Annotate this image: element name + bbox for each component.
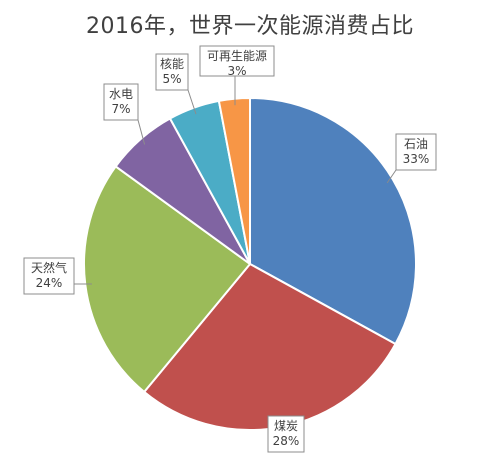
slice-value-oil: 33%	[403, 152, 430, 166]
slice-name-coal: 煤炭	[274, 419, 298, 433]
pie-slices	[82, 96, 418, 432]
callout-box-nuclear	[155, 53, 189, 91]
pie-slice-natural-gas	[82, 165, 252, 394]
slice-value-renewables: 3%	[227, 64, 246, 78]
slice-name-renewables: 可再生能源	[207, 49, 267, 63]
callout-box-renewables	[199, 45, 275, 77]
leader-line-nuclear	[187, 89, 197, 115]
leader-line-hydro	[137, 119, 146, 145]
callout-box-coal	[267, 415, 305, 453]
pie-slice-oil	[249, 96, 418, 346]
slice-name-nuclear: 核能	[160, 57, 184, 71]
slice-value-natural-gas: 24%	[36, 276, 63, 290]
callout-box-natural-gas	[23, 257, 75, 295]
leader-line-oil	[386, 169, 397, 184]
slice-name-hydro: 水电	[109, 87, 133, 101]
slice-name-natural-gas: 天然气	[31, 260, 67, 275]
slice-value-coal: 28%	[273, 434, 300, 448]
slice-name-oil: 石油	[404, 137, 428, 151]
pie-slice-renewables	[217, 96, 251, 265]
chart-title: 2016年，世界一次能源消费占比	[86, 14, 414, 39]
callout-box-oil	[395, 133, 437, 171]
callout-box-hydro	[103, 83, 139, 121]
slice-value-hydro: 7%	[111, 102, 130, 116]
slice-value-nuclear: 5%	[162, 72, 181, 86]
